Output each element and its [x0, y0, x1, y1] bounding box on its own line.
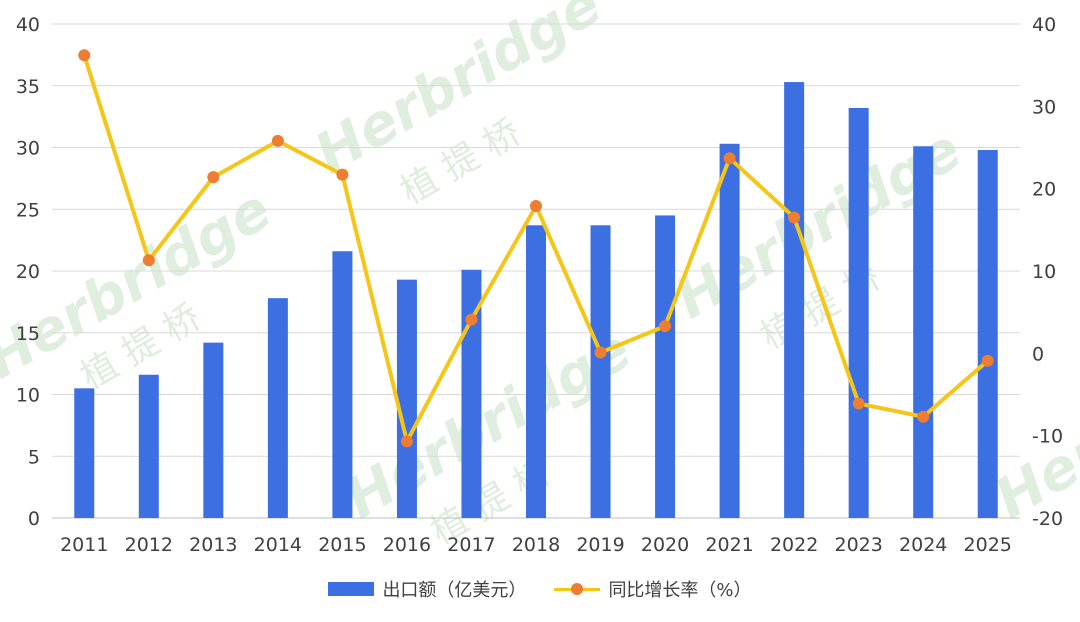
y-right-tick-label: 20: [1032, 179, 1056, 201]
y-left-tick-label: 25: [16, 199, 40, 221]
x-tick-label: 2017: [447, 534, 495, 556]
bar-export: [138, 374, 159, 518]
bar-export: [332, 251, 353, 519]
y-left-tick-label: 20: [16, 261, 40, 283]
growth-rate-point: [207, 171, 220, 184]
x-tick-label: 2016: [383, 534, 431, 556]
y-left-tick-label: 5: [28, 446, 40, 468]
growth-rate-point: [400, 435, 413, 448]
bar-export: [848, 107, 869, 518]
y-right-tick-label: 30: [1032, 96, 1056, 118]
legend-item-export[interactable]: 出口额（亿美元）: [328, 576, 526, 602]
bar-export: [655, 215, 676, 519]
x-tick-label: 2020: [641, 534, 689, 556]
y-left-tick-label: 15: [16, 323, 40, 345]
legend-label-growth: 同比增长率（%）: [608, 580, 752, 601]
growth-rate-point: [336, 168, 349, 181]
y-left-tick-label: 35: [16, 76, 40, 98]
y-left-tick-label: 10: [16, 385, 40, 407]
bar-export: [267, 298, 288, 518]
bar-export: [590, 225, 611, 518]
bar-export: [74, 388, 95, 518]
y-right-tick-label: 0: [1032, 343, 1044, 365]
growth-rate-point: [917, 410, 930, 423]
growth-rate-point: [981, 354, 994, 367]
growth-rate-point: [852, 397, 865, 410]
bar-export: [396, 279, 417, 518]
y-left-tick-label: 30: [16, 138, 40, 160]
x-tick-label: 2012: [125, 534, 173, 556]
growth-rate-point: [788, 211, 801, 224]
bar-export: [784, 82, 805, 519]
growth-rate-point: [78, 49, 91, 62]
x-tick-label: 2014: [254, 534, 302, 556]
y-right-tick-label: 40: [1032, 14, 1056, 36]
growth-rate-point: [594, 346, 607, 359]
x-tick-label: 2015: [318, 534, 366, 556]
y-left-tick-label: 40: [16, 14, 40, 36]
legend-item-growth[interactable]: 同比增长率（%）: [554, 576, 752, 602]
x-tick-label: 2021: [705, 534, 753, 556]
x-tick-label: 2019: [576, 534, 624, 556]
y-right-tick-label: -10: [1032, 426, 1063, 448]
bar-export: [719, 143, 740, 519]
bar-export: [977, 149, 998, 518]
growth-rate-point: [530, 199, 542, 212]
growth-rate-point: [142, 254, 155, 267]
legend-swatch-line: [554, 582, 601, 596]
x-tick-label: 2023: [834, 534, 882, 556]
x-tick-label: 2025: [964, 534, 1012, 556]
growth-rate-point: [465, 313, 478, 326]
y-right-tick-label: 10: [1032, 261, 1056, 283]
legend-swatch-bar: [328, 582, 375, 596]
growth-rate-point: [271, 134, 284, 147]
bar-export: [913, 146, 934, 518]
bar-export: [525, 225, 547, 518]
y-right-tick-label: -20: [1032, 508, 1063, 530]
growth-rate-point: [659, 320, 672, 333]
x-tick-label: 2022: [770, 534, 818, 556]
growth-rate-point: [723, 152, 736, 165]
bar-export: [203, 342, 224, 518]
x-tick-label: 2018: [512, 534, 560, 556]
x-tick-label: 2024: [899, 534, 947, 556]
y-left-tick-label: 0: [28, 508, 40, 530]
legend-label-export: 出口额（亿美元）: [382, 580, 527, 601]
x-tick-label: 2013: [189, 534, 237, 556]
x-tick-label: 2011: [60, 534, 108, 556]
legend: 出口额（亿美元） 同比增长率（%）: [0, 576, 1080, 602]
